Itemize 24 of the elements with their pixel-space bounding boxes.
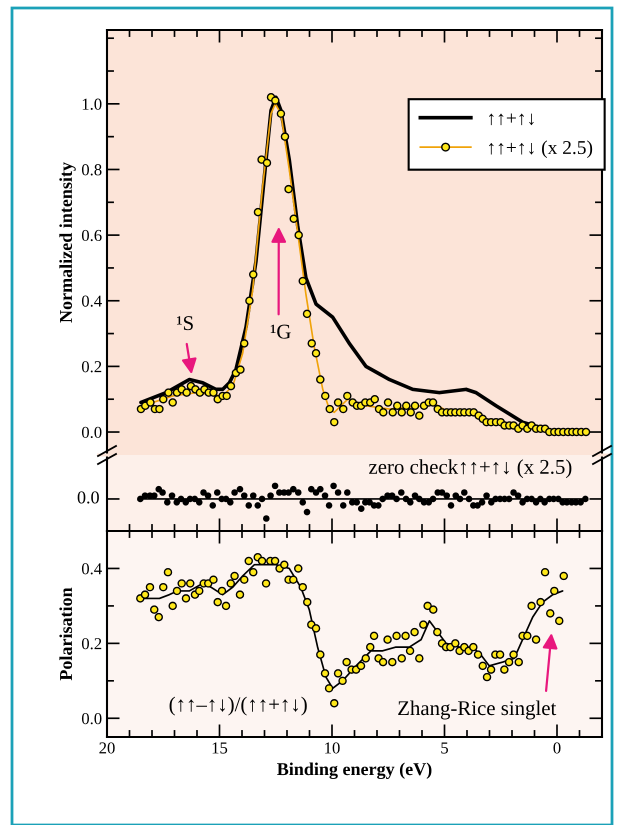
annotation: (↑↑–↑↓)/(↑↑+↑↓) <box>170 696 307 716</box>
x-axis-title: Binding energy (eV) <box>277 762 432 780</box>
y-tick-label: 0.4 <box>82 563 102 574</box>
annotation: ¹G <box>270 324 291 339</box>
annotation: Zhang-Rice singlet <box>398 700 556 720</box>
annotation: ¹S <box>176 316 193 330</box>
y-tick-label: 0.2 <box>82 638 102 650</box>
y-tick-label: 0.4 <box>82 295 102 307</box>
y-tick-label: 0.0 <box>82 712 102 724</box>
x-tick-label: 10 <box>325 742 340 754</box>
y-tick-label: 0.0 <box>82 426 102 438</box>
legend-label: ↑↑+↑↓ (x 2.5) <box>489 140 592 158</box>
y-axis-title: Normalized intensity <box>59 162 76 323</box>
y-axis-title: Polarisation <box>59 588 72 680</box>
legend-label: ↑↑+↑↓ <box>489 114 534 126</box>
y-tick-label: 0.6 <box>82 230 102 242</box>
text: zero check↑↑+↑↓ (x 2.5) <box>369 459 572 478</box>
x-tick-label: 20 <box>99 742 115 754</box>
x-tick-label: 0 <box>553 742 561 754</box>
y-tick-label: 0.2 <box>82 361 102 372</box>
y-tick-label: 0.8 <box>82 164 102 176</box>
x-tick-label: 15 <box>212 742 228 754</box>
x-tick-label: 5 <box>441 742 448 754</box>
y-tick-label: 1.0 <box>82 98 102 110</box>
